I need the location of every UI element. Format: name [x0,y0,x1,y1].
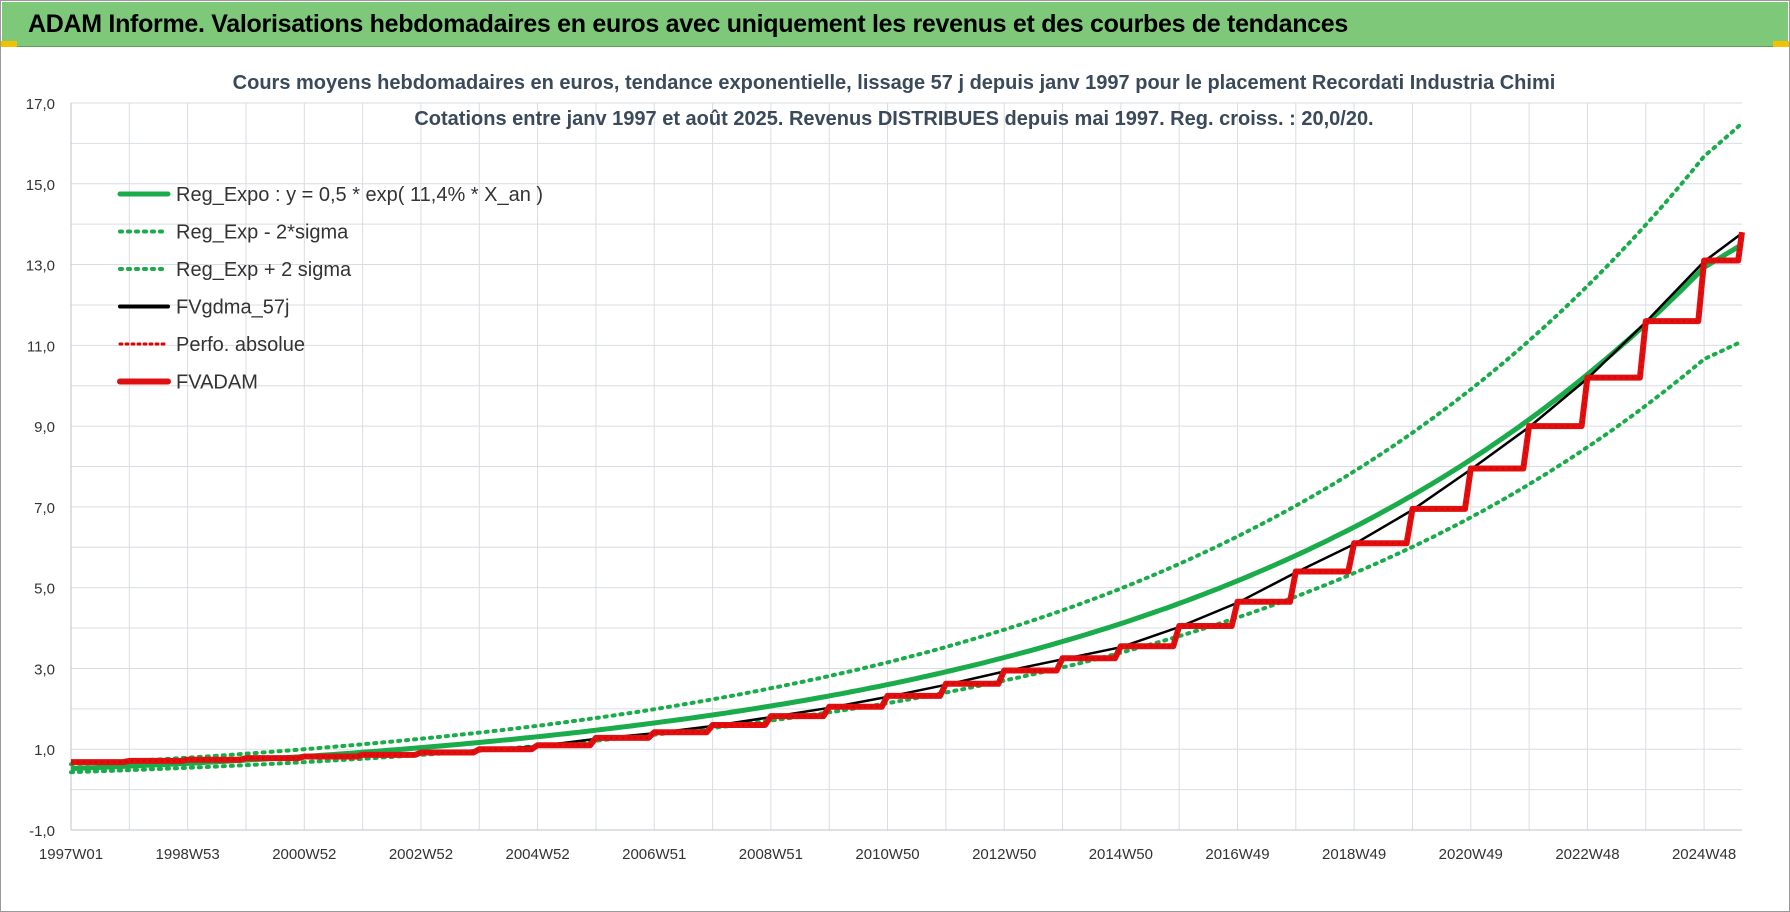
line-chart: 17,0 15,0 13,0 11,0 9,0 7,0 5,0 3,0 1,0 -1,0 1997… [26,72,1745,863]
x-tick-label: 2020W49 [1439,846,1503,863]
legend-label: Reg_Exp + 2 sigma [176,259,352,281]
chart-legend: Reg_Expo : y = 0,5 * exp( 11,4% * X_an )… [117,184,543,394]
x-tick-label: 1997W01 [39,846,103,863]
corner-marker [1773,41,1789,47]
report-title: ADAM Informe. Valorisations hebdomadaire… [28,10,1349,38]
x-tick-label: 2022W48 [1555,846,1619,863]
corner-marker [1,41,17,47]
x-tick-label: 2018W49 [1322,846,1386,863]
x-axis: 1997W01 1998W53 2000W52 2002W52 2004W52 2006W… [39,846,1736,863]
x-tick-label: 2012W50 [972,846,1036,863]
y-tick-label: 1,0 [34,742,55,759]
legend-label: Reg_Expo : y = 0,5 * exp( 11,4% * X_an ) [176,184,543,206]
y-tick-label: 5,0 [34,581,55,598]
x-tick-label: 2000W52 [272,846,336,863]
x-tick-label: 2014W50 [1089,846,1153,863]
series-fvgdma-57j [70,232,1743,765]
y-tick-label: 9,0 [34,419,55,436]
y-tick-label: 13,0 [26,258,55,275]
y-tick-label: -1,0 [29,823,55,840]
y-tick-label: 17,0 [26,96,55,113]
y-tick-label: 11,0 [27,338,55,355]
legend-label: Perfo. absolue [176,334,305,356]
y-tick-label: 3,0 [34,661,55,678]
series-fvadam [71,231,1745,766]
series-reg-expo [70,244,1741,772]
chart-series [69,123,1745,775]
y-axis: 17,0 15,0 13,0 11,0 9,0 7,0 5,0 3,0 1,0 -1,0 [26,96,55,840]
legend-label: FVADAM [176,372,258,394]
y-tick-label: 7,0 [34,500,55,517]
x-tick-label: 2002W52 [389,846,453,863]
x-tick-label: 2004W52 [505,846,569,863]
chart-grid [70,102,1742,831]
chart-subtitle: Cotations entre janv 1997 et août 2025. … [414,108,1373,130]
legend-label: FVgdma_57j [176,297,289,319]
x-tick-label: 2008W51 [739,846,803,863]
chart-title: Cours moyens hebdomadaires en euros, ten… [233,72,1556,94]
series-reg-exp-minus-2sigma [69,340,1742,775]
x-tick-label: 1998W53 [156,846,220,863]
x-tick-label: 2010W50 [855,846,919,863]
y-tick-label: 15,0 [26,177,55,194]
legend-label: Reg_Exp - 2*sigma [176,222,349,244]
report-banner: ADAM Informe. Valorisations hebdomadaire… [2,2,1788,47]
x-tick-label: 2016W49 [1205,846,1269,863]
series-reg-exp-plus-2sigma [69,123,1742,767]
x-tick-label: 2024W48 [1672,846,1736,863]
x-tick-label: 2006W51 [622,846,686,863]
